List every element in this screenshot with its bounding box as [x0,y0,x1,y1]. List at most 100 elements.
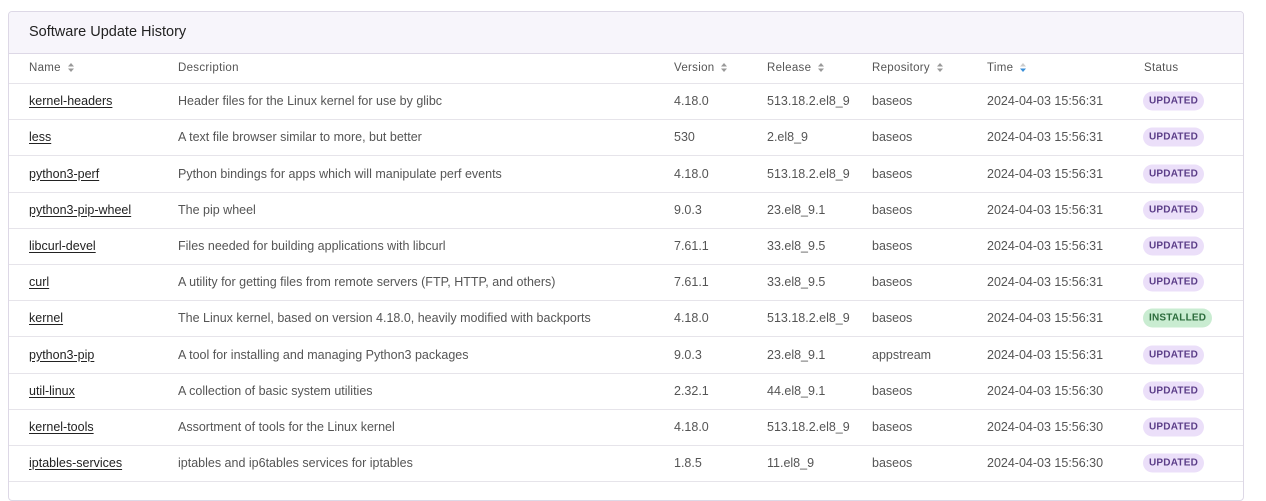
cell-release: 513.18.2.el8_9 [767,419,850,434]
column-header[interactable]: Release [767,62,825,74]
package-link[interactable]: util-linux [29,383,75,398]
title-bar: Software Update History [9,12,1243,54]
cell-time: 2024-04-03 15:56:31 [987,275,1104,290]
package-link[interactable]: kernel-headers [29,94,113,109]
cell-release: 11.el8_9 [767,456,815,471]
status-badge: UPDATED [1143,200,1204,220]
package-link[interactable]: curl [29,275,50,290]
cell-version: 4.18.0 [674,94,709,109]
cell-release: 2.el8_9 [767,130,809,145]
cell-release: 33.el8_9.5 [767,238,826,253]
status-badge: UPDATED [1143,164,1204,183]
cell-time: 2024-04-03 15:56:31 [987,238,1104,253]
column-header[interactable]: Time [987,62,1027,74]
package-link[interactable]: kernel-tools [29,419,94,434]
column-label: Version [674,62,715,74]
status-badge: UPDATED [1143,417,1204,437]
row-divider [9,227,1243,229]
package-link[interactable]: kernel [29,311,64,326]
cell-description: A collection of basic system utilities [178,383,373,398]
page: {"header": {"title": "Software Update Hi… [8,11,1244,501]
row-divider [9,372,1243,374]
cell-description: A utility for getting files from remote … [178,275,556,290]
cell-version: 9.0.3 [674,202,702,217]
cell-repository: appstream [872,347,932,362]
column-label: Release [767,62,812,74]
cell-version: 4.18.0 [674,419,709,434]
column-label: Repository [872,62,930,74]
column-header[interactable]: Repository [872,62,944,74]
package-link[interactable]: python3-perf [29,166,100,181]
header-divider [9,83,1243,84]
column-label: Status [1144,62,1179,74]
cell-description: iptables and ip6tables services for ipta… [178,456,413,471]
cell-repository: baseos [872,130,913,145]
cell-repository: baseos [872,311,913,326]
row-divider [9,445,1243,446]
status-badge: UPDATED [1143,236,1204,256]
sort-icon[interactable] [817,62,825,73]
column-header: Description [178,62,239,74]
package-link[interactable]: python3-pip-wheel [29,202,132,217]
sort-icon[interactable] [720,62,728,73]
cell-time: 2024-04-03 15:56:31 [987,202,1104,217]
cell-version: 4.18.0 [674,311,709,326]
column-header[interactable]: Version [674,62,728,74]
status-badge: INSTALLED [1143,308,1213,328]
status-badge: UPDATED [1143,272,1204,292]
cell-version: 9.0.3 [674,347,702,362]
cell-release: 513.18.2.el8_9 [767,94,850,109]
row-divider [9,481,1243,483]
column-label: Name [29,62,61,74]
cell-repository: baseos [872,202,913,217]
cell-version: 7.61.1 [674,275,709,290]
cell-time: 2024-04-03 15:56:30 [987,383,1104,398]
cell-release: 23.el8_9.1 [767,347,826,362]
package-link[interactable]: python3-pip [29,347,95,362]
package-link[interactable]: iptables-services [29,456,123,471]
cell-description: Header files for the Linux kernel for us… [178,94,443,109]
cell-repository: baseos [872,275,913,290]
cell-repository: baseos [872,383,913,398]
cell-version: 2.32.1 [674,383,709,398]
sort-icon[interactable] [1019,62,1027,73]
row-divider [9,191,1243,193]
cell-release: 23.el8_9.1 [767,202,826,217]
cell-time: 2024-04-03 15:56:31 [987,311,1104,326]
cell-repository: baseos [872,456,913,471]
cell-release: 33.el8_9.5 [767,275,826,290]
cell-time: 2024-04-03 15:56:31 [987,94,1104,109]
panel-title: Software Update History [29,24,187,40]
cell-version: 1.8.5 [674,456,702,471]
sort-icon[interactable] [936,62,944,73]
status-badge: UPDATED [1143,91,1204,111]
cell-version: 4.18.0 [674,166,709,181]
cell-release: 513.18.2.el8_9 [767,166,850,181]
cell-version: 530 [674,130,695,145]
package-link[interactable]: less [29,130,52,145]
row-divider [9,264,1243,265]
cell-repository: baseos [872,238,913,253]
column-label: Time [987,62,1014,74]
cell-time: 2024-04-03 15:56:30 [987,419,1104,434]
sort-icon[interactable] [67,62,75,73]
cell-release: 44.el8_9.1 [767,383,826,398]
row-divider [9,408,1243,410]
status-badge: UPDATED [1143,381,1204,401]
update-history-panel: Software Update History Name Description V… [8,11,1244,501]
cell-repository: baseos [872,419,913,434]
column-header: Status [1144,62,1178,74]
cell-description: Assortment of tools for the Linux kernel [178,419,395,434]
status-badge: UPDATED [1143,127,1204,147]
cell-description: Files needed for building applications w… [178,238,446,253]
row-divider [9,300,1243,302]
cell-description: The Linux kernel, based on version 4.18.… [178,311,591,326]
column-header[interactable]: Name [29,62,75,74]
cell-release: 513.18.2.el8_9 [767,311,850,326]
cell-description: A text file browser similar to more, but… [178,130,422,145]
cell-repository: baseos [872,166,913,181]
package-link[interactable]: libcurl-devel [29,238,96,253]
cell-description: The pip wheel [178,202,256,217]
row-divider [9,155,1243,157]
cell-time: 2024-04-03 15:56:31 [987,130,1104,145]
